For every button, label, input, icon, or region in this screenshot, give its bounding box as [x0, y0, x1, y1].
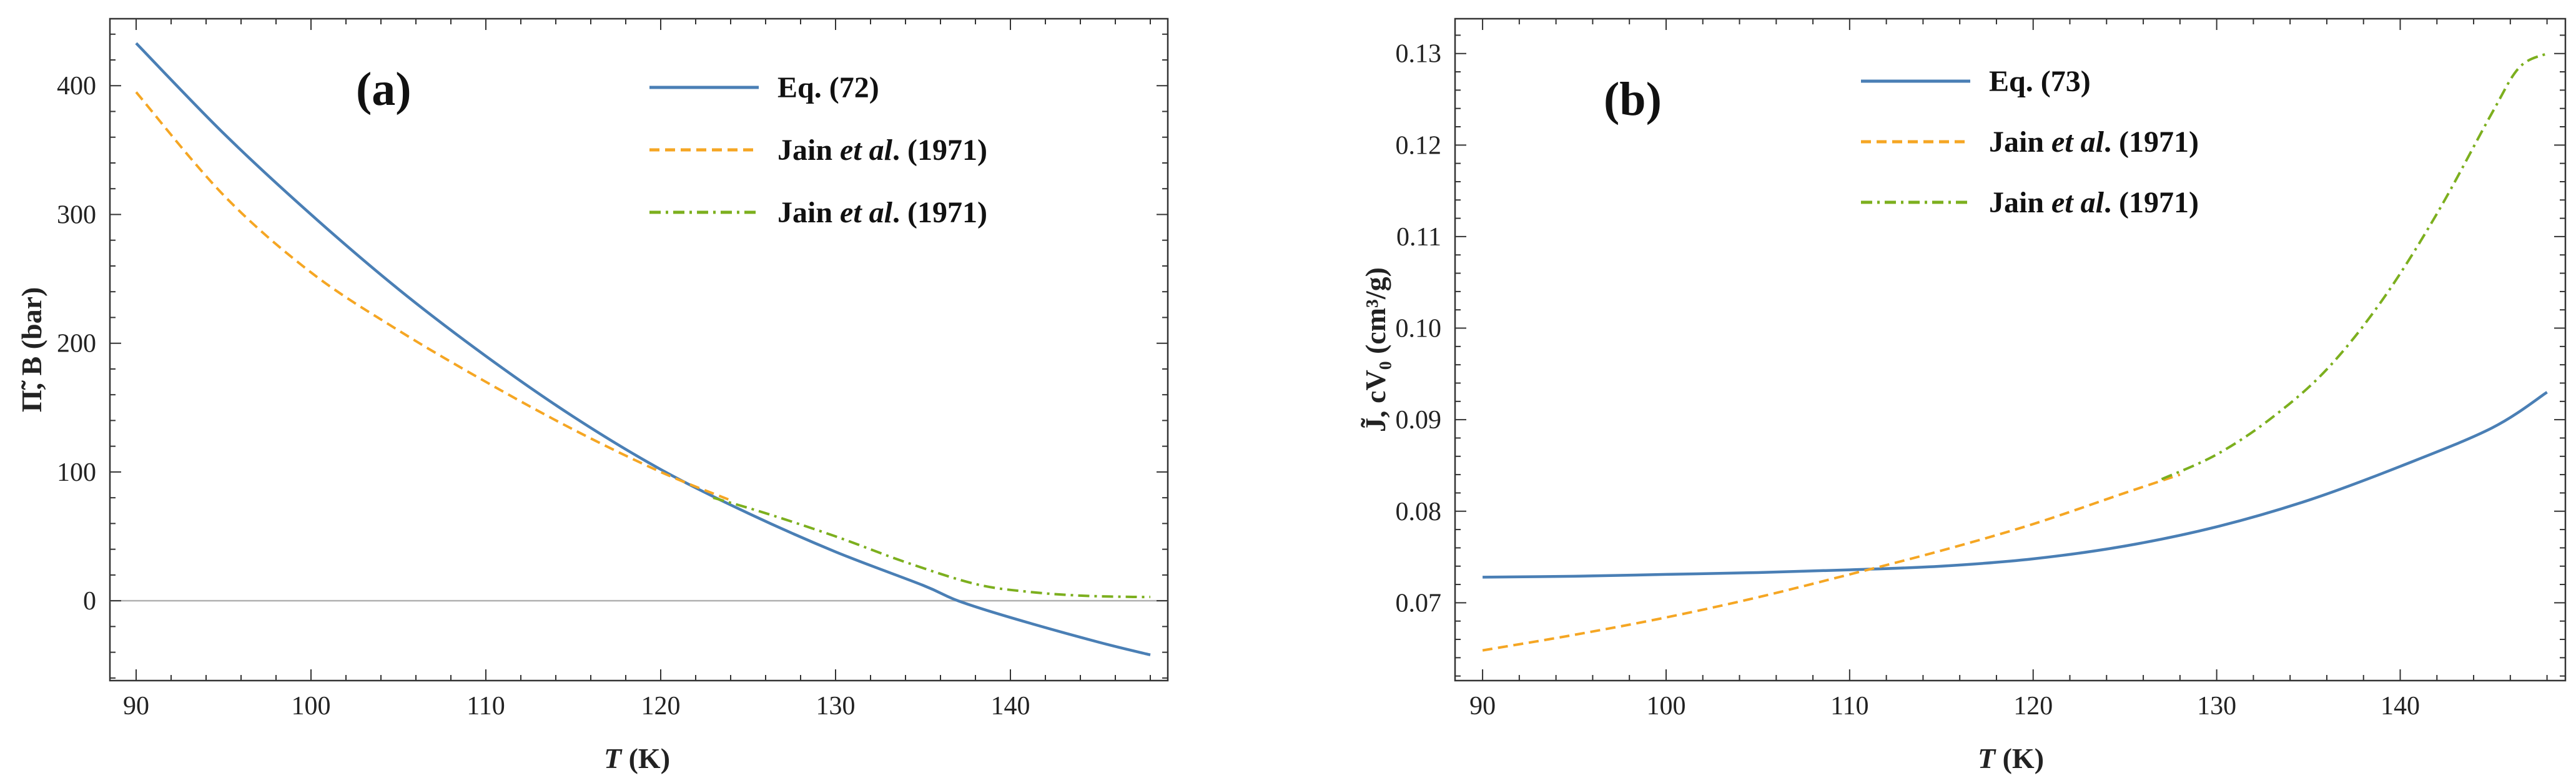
y-tick-label-a: 400: [57, 72, 96, 101]
chart-panel-b: 90 100 110 120 130 140 0.07 0.08 0.09 0.10 0.11 0.1…: [1360, 17, 2567, 774]
y-tick-label-a: 0: [83, 587, 96, 616]
x-tick-label-a: 120: [641, 692, 681, 721]
panel-label-b: (b): [1604, 73, 1662, 126]
legend-label-b-1: Jain et al. (1971): [1989, 126, 2199, 159]
y-tick-label-b: 0.12: [1396, 131, 1442, 160]
y-tick-label-b: 0.13: [1396, 40, 1442, 69]
series-line-a-2: [713, 496, 1151, 599]
y-tick-label-a: 200: [57, 330, 96, 358]
y-tick-label-b: 0.09: [1396, 406, 1442, 435]
x-tick-label-b: 110: [1830, 692, 1868, 721]
x-tick-label-b: 100: [1646, 692, 1685, 721]
x-tick-label-b: 120: [2013, 692, 2053, 721]
y-tick-label-b: 0.11: [1396, 223, 1441, 252]
series-line-b-2: [2161, 52, 2548, 481]
legend-label-b-2: Jain et al. (1971): [1989, 186, 2199, 219]
y-axis-label-b: J̃, cV₀ (cm³/g): [1360, 267, 1391, 432]
x-tick-label-a: 110: [466, 692, 505, 721]
x-tick-label-a: 140: [991, 692, 1030, 721]
series-line-a-0: [135, 42, 1151, 656]
x-tick-label-a: 100: [292, 692, 331, 721]
x-tick-label-b: 90: [1469, 692, 1496, 721]
chart-panel-a: 90 100 110 120 130 140 0 100 200 300 400 (a) Eq. (…: [16, 17, 1169, 774]
x-tick-label-b: 130: [2197, 692, 2236, 721]
series-line-b-1: [1482, 473, 2181, 652]
series-line-b-0: [1483, 391, 2548, 579]
y-tick-label-b: 0.10: [1396, 315, 1442, 343]
x-axis-label-a: T (K): [604, 742, 670, 774]
x-tick-label-b: 140: [2381, 692, 2420, 721]
legend-label-b-0: Eq. (73): [1989, 65, 2091, 98]
plot-frame-b: [1454, 17, 2567, 682]
x-tick-label-a: 130: [816, 692, 856, 721]
y-axis-label-a: Π̃, B (bar): [16, 287, 47, 413]
y-tick-label-b: 0.07: [1396, 589, 1442, 618]
y-tick-label-a: 300: [57, 200, 96, 229]
x-tick-label-a: 90: [123, 692, 149, 721]
panel-label-a: (a): [356, 63, 412, 116]
legend-label-a-0: Eq. (72): [777, 71, 879, 104]
series-line-a-1: [135, 91, 731, 502]
plot-frame-a: [109, 17, 1169, 682]
x-axis-label-b: T (K): [1978, 742, 2044, 774]
legend-label-a-1: Jain et al. (1971): [777, 134, 987, 167]
legend-a: Eq. (72) Jain et al. (1971) Jain et al. (1…: [649, 71, 987, 229]
legend-label-a-2: Jain et al. (1971): [777, 196, 987, 229]
y-tick-label-a: 100: [57, 458, 96, 487]
legend-b: Eq. (73) Jain et al. (1971) Jain et al. (1…: [1861, 65, 2199, 219]
y-tick-label-b: 0.08: [1396, 498, 1442, 526]
